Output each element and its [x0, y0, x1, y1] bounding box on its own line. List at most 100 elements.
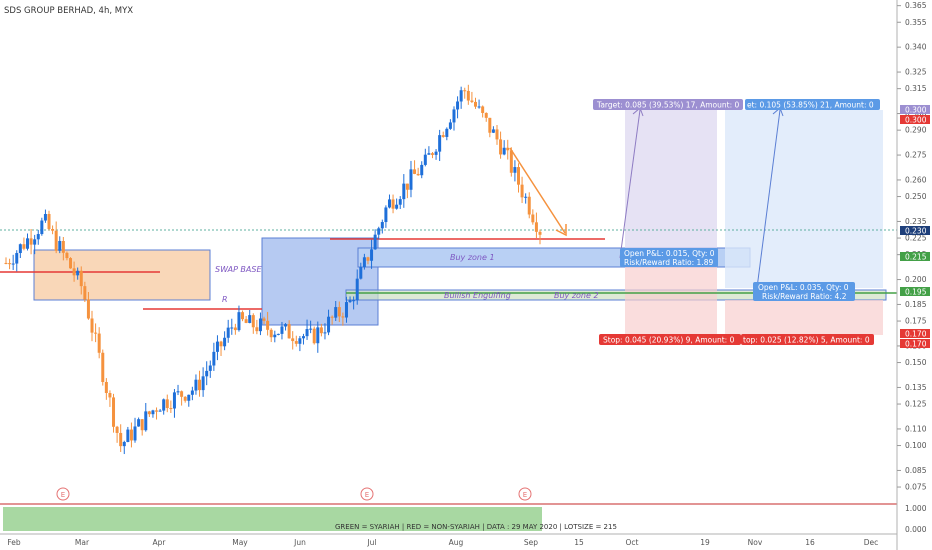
candle-body	[172, 392, 176, 409]
candle-body	[86, 299, 90, 319]
candle-body	[108, 393, 112, 398]
target-1-box[interactable]	[593, 99, 743, 110]
event-marker-2[interactable]: E	[360, 487, 374, 501]
price-label-195: 0.195	[905, 288, 927, 297]
candle-body	[427, 153, 431, 155]
candle-body	[187, 394, 191, 401]
trend-arrow	[509, 147, 566, 234]
stop-1-box[interactable]	[599, 334, 741, 345]
buy-zone-1-label: Buy zone 1	[450, 253, 495, 262]
candle-body	[391, 199, 395, 209]
target-2-box[interactable]	[745, 99, 880, 110]
stop-2-box[interactable]	[741, 334, 874, 345]
pnl-1-line1: Open P&L: 0.015, Qty: 0	[624, 249, 715, 258]
candle-body	[248, 315, 252, 323]
candle-body	[463, 90, 467, 92]
stop-1-label: Stop: 0.045 (20.93%) 9, Amount: 0	[603, 336, 735, 345]
candle-body	[409, 169, 413, 190]
candle-body	[36, 234, 40, 240]
candle-body	[162, 399, 166, 411]
candle-body	[205, 370, 209, 377]
projection-arrow-1	[619, 109, 641, 259]
pnl-2-box[interactable]	[753, 282, 855, 301]
candle-body	[312, 328, 316, 344]
candle-body	[287, 324, 291, 339]
y-tick-label: 0.235	[905, 217, 927, 226]
candle-body	[423, 154, 427, 165]
candle-body	[72, 268, 76, 276]
x-tick-label: Feb	[7, 538, 21, 547]
candle-body	[97, 333, 101, 353]
projection-arrow-2	[756, 109, 781, 289]
candle-body	[484, 112, 488, 118]
candle-body	[155, 410, 159, 412]
candle-body	[337, 307, 341, 317]
candle-body	[43, 214, 47, 221]
y-tick-label: 0.135	[905, 383, 927, 392]
pnl-2-line2: Risk/Reward Ratio: 4.2	[762, 292, 847, 301]
candle-body	[301, 336, 305, 339]
x-tick-label: Sep	[524, 538, 538, 547]
r-label: R	[222, 295, 228, 304]
candle-body	[534, 222, 538, 232]
pnl-2-line1: Open P&L: 0.035, Qty: 0	[758, 283, 849, 292]
candle-body	[477, 106, 481, 108]
x-tick-label: Jun	[293, 538, 306, 547]
candle-body	[215, 341, 219, 352]
candle-body	[513, 167, 517, 173]
bullish-engulfing-label: Bullish Engulfing	[444, 291, 511, 300]
candle-body	[230, 327, 234, 329]
candle-body	[262, 318, 266, 321]
event-marker-3[interactable]: E	[518, 487, 532, 501]
candle-body	[58, 240, 62, 251]
candle-body	[251, 315, 255, 328]
candle-body	[11, 263, 15, 265]
candle-body	[126, 429, 130, 442]
candle-body	[524, 196, 528, 198]
candle-body	[176, 391, 180, 393]
candle-body	[538, 231, 542, 235]
y-tick-label: 0.125	[905, 400, 927, 409]
candle-body	[438, 135, 442, 152]
candle-body	[190, 390, 194, 395]
candle-body	[115, 426, 119, 433]
price-label-300b: 0.300	[905, 116, 927, 125]
candle-body	[298, 338, 302, 344]
x-tick-label: Nov	[748, 538, 763, 547]
candle-body	[284, 324, 288, 327]
candle-body	[430, 153, 434, 155]
chart-title: SDS GROUP BERHAD, 4h, MYX	[4, 6, 133, 16]
price-axis[interactable]: 0.3650.3550.3400.3250.3150.3000.2900.275…	[897, 1, 927, 492]
price-label-170a: 0.170	[905, 330, 927, 339]
candle-body	[502, 147, 506, 155]
y-tick-label: 0.325	[905, 68, 927, 77]
candle-body	[33, 239, 37, 245]
candle-body	[237, 312, 241, 331]
y-tick-label: 0.185	[905, 300, 927, 309]
candle-body	[194, 379, 198, 391]
stop-box-1	[625, 265, 717, 335]
candle-body	[4, 262, 8, 264]
price-label-300a-box	[900, 105, 930, 114]
candle-body	[241, 312, 245, 320]
candle-body	[269, 329, 273, 338]
x-tick-label: Apr	[153, 538, 167, 547]
candle-body	[395, 204, 399, 209]
candle-body	[516, 167, 520, 185]
candle-body	[373, 234, 377, 250]
y-tick-label: 0.275	[905, 151, 927, 160]
candle-body	[101, 352, 105, 382]
event-marker-1[interactable]: E	[56, 487, 70, 501]
candle-body	[8, 263, 12, 265]
candle-body	[402, 183, 406, 200]
pnl-1-box[interactable]	[620, 248, 718, 267]
candle-body	[323, 332, 327, 334]
time-axis[interactable]: Feb Mar Apr May Jun Jul Aug Sep 15 Oct 19 Nov 16 Dec	[7, 538, 878, 547]
candle-body	[140, 419, 144, 431]
candle-body	[29, 238, 33, 245]
candle-body	[258, 318, 262, 332]
lower-panel-tick-0: 0.000	[905, 525, 927, 534]
price-label-300a: 0.300	[905, 106, 927, 115]
price-label-170b-box	[900, 339, 930, 348]
